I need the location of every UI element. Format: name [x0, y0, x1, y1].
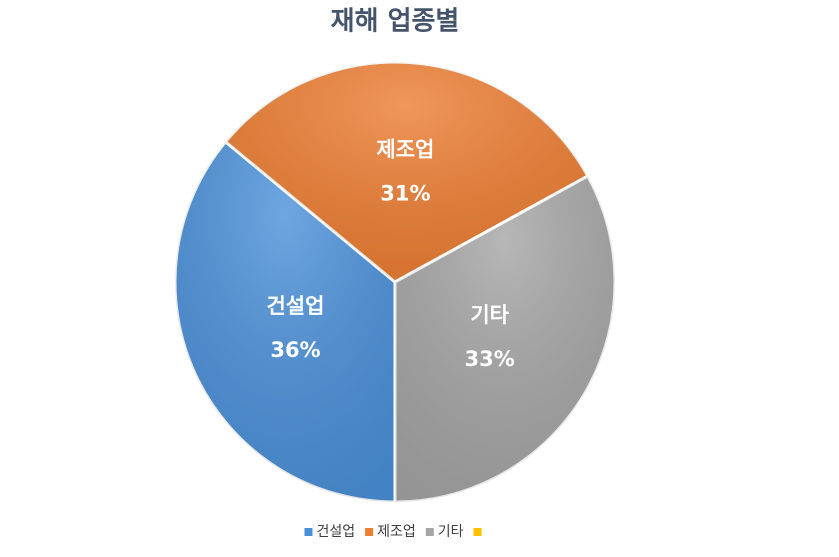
slice-value-label: 31% — [380, 181, 430, 205]
legend-label: 제조업 — [377, 524, 416, 540]
legend-swatch — [365, 528, 374, 536]
legend-swatch — [304, 528, 313, 536]
legend-swatch — [473, 528, 482, 536]
slice-category-label: 건설업 — [266, 294, 324, 318]
legend-label: 건설업 — [316, 524, 355, 540]
chart-title: 재해 업종별 — [331, 7, 460, 37]
legend-swatch — [425, 528, 434, 536]
slice-value-label: 36% — [270, 338, 320, 362]
slice-value-label: 33% — [465, 347, 515, 371]
slice-category-label: 제조업 — [376, 137, 434, 161]
slice-category-label: 기타 — [470, 303, 509, 327]
legend-label: 기타 — [438, 524, 464, 540]
